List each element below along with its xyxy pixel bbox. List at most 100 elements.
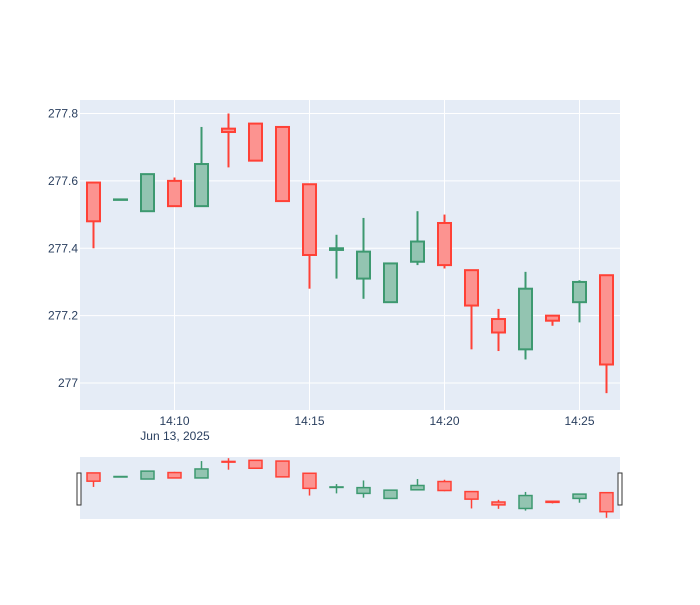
y-tick-label: 277.6 [48, 174, 78, 188]
candle-body [464, 269, 479, 307]
candle-decreasing[interactable] [437, 214, 452, 269]
candle-increasing[interactable] [410, 211, 425, 266]
candle-decreasing[interactable] [86, 181, 101, 249]
candle-body [86, 181, 101, 223]
candle-body [194, 163, 209, 208]
candle-increasing[interactable] [329, 234, 344, 279]
candle-decreasing[interactable] [491, 308, 506, 352]
mini-candle-body [167, 471, 182, 479]
candle-body [437, 221, 452, 267]
candle-body [329, 247, 344, 251]
candle-body [248, 122, 263, 162]
candle-decreasing[interactable] [167, 177, 182, 208]
candle-decreasing[interactable] [545, 314, 560, 326]
candle-body [140, 173, 155, 213]
mini-candle-body [572, 493, 587, 500]
mini-candle-body [302, 472, 317, 490]
x-tick-label: 14:25 [564, 414, 594, 428]
mini-candle [221, 458, 236, 470]
x-tick-label: 14:10 [159, 414, 189, 428]
candle-increasing[interactable] [140, 173, 155, 213]
mini-candle-body [383, 489, 398, 500]
y-tick-label: 277.4 [48, 241, 78, 255]
mini-candle-body [545, 500, 560, 504]
mini-candle-body [221, 460, 236, 463]
candle-increasing[interactable] [383, 262, 398, 304]
candle-increasing[interactable] [572, 280, 587, 323]
mini-candle [302, 472, 317, 496]
candle-body [221, 127, 236, 134]
candle-body [113, 198, 128, 201]
mini-candle-body [248, 459, 263, 469]
mini-candle [167, 471, 182, 479]
mini-candle [410, 479, 425, 491]
candle-body [410, 240, 425, 263]
plot-area [80, 100, 620, 410]
mini-candle-body [437, 480, 452, 492]
candle-body [491, 318, 506, 334]
mini-candle [599, 491, 614, 518]
x-axis-date-label: Jun 13, 2025 [140, 429, 210, 443]
mini-candle [194, 461, 209, 479]
range-slider-candles [86, 458, 614, 518]
mini-candle [518, 491, 533, 511]
mini-candle [248, 459, 263, 469]
mini-candle [329, 484, 344, 494]
candle-body [599, 274, 614, 366]
candle-increasing[interactable] [356, 217, 371, 299]
mini-candle [545, 500, 560, 504]
mini-candle-body [464, 490, 479, 500]
range-slider-background[interactable] [80, 457, 620, 519]
x-tick-label: 14:20 [429, 414, 459, 428]
mini-candle [491, 499, 506, 509]
mini-candle-body [410, 484, 425, 491]
mini-candle [86, 472, 101, 487]
mini-candle [356, 480, 371, 498]
mini-candle-body [113, 475, 128, 478]
mini-candle-body [275, 460, 290, 478]
mini-candle [275, 460, 290, 478]
mini-candle-body [86, 472, 101, 482]
y-tick-label: 277.2 [48, 309, 78, 323]
candle-decreasing[interactable] [599, 274, 614, 394]
mini-candle [113, 475, 128, 478]
mini-candle-body [140, 470, 155, 480]
mini-candle [383, 489, 398, 500]
mini-candle [437, 479, 452, 492]
candle-body [572, 280, 587, 304]
candle-increasing[interactable] [113, 198, 128, 201]
candle-body [275, 125, 290, 203]
candle-increasing[interactable] [518, 271, 533, 360]
candle-decreasing[interactable] [302, 183, 317, 289]
mini-candle [140, 470, 155, 480]
candle-decreasing[interactable] [275, 125, 290, 203]
y-axis: 277 277.2 277.4 277.6 277.8 [48, 106, 78, 390]
y-tick-label: 277 [58, 376, 78, 390]
range-slider-left-handle[interactable] [76, 472, 82, 506]
candle-body [518, 287, 533, 351]
mini-candle-body [356, 486, 371, 495]
x-tick-label: 14:15 [294, 414, 324, 428]
mini-candle-body [518, 494, 533, 510]
candles [86, 113, 614, 394]
mini-candle [464, 490, 479, 509]
candle-body [302, 183, 317, 257]
candle-body [167, 179, 182, 208]
y-tick-label: 277.8 [48, 106, 78, 120]
mini-candle-body [194, 468, 209, 479]
x-axis: 14:10 14:15 14:20 14:25 [159, 414, 594, 428]
mini-candle-body [599, 491, 614, 513]
candle-body [383, 262, 398, 304]
candle-body [545, 314, 560, 322]
candle-decreasing[interactable] [221, 113, 236, 168]
mini-candle-body [491, 501, 506, 506]
candle-increasing[interactable] [194, 126, 209, 208]
candle-body [356, 250, 371, 280]
range-slider-right-handle[interactable] [617, 472, 623, 506]
mini-candle-body [329, 486, 344, 489]
candle-decreasing[interactable] [248, 122, 263, 162]
candle-decreasing[interactable] [464, 269, 479, 350]
mini-candle [572, 493, 587, 503]
